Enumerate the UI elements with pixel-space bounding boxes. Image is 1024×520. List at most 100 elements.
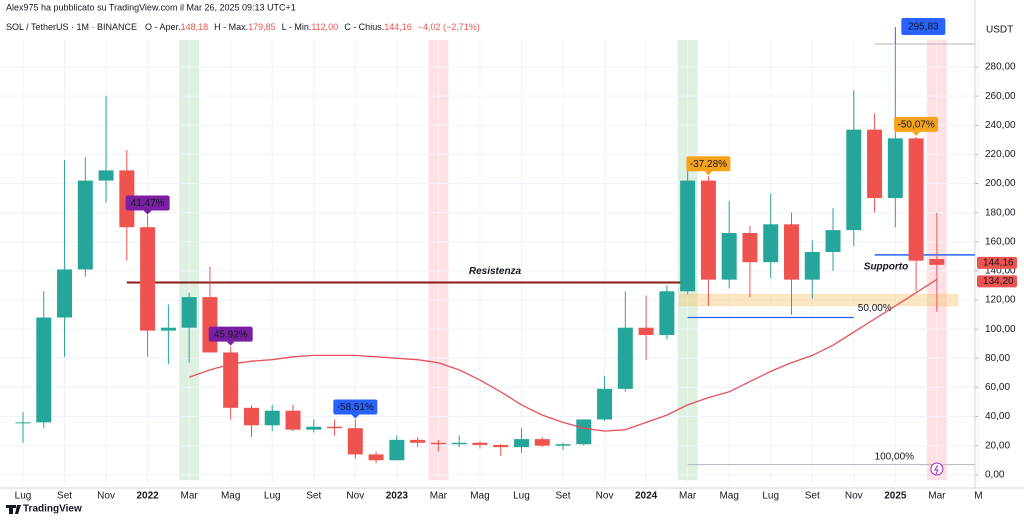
y-tick-label: 20,00 xyxy=(985,440,1010,451)
y-tick-label: 220,00 xyxy=(985,149,1016,160)
candle-body xyxy=(347,428,363,455)
support-zone xyxy=(679,293,959,307)
x-tick-label: M xyxy=(974,491,982,502)
header-high: 179,85 xyxy=(248,22,276,32)
change-label-pointer xyxy=(226,341,235,346)
candle-body xyxy=(700,180,716,280)
candle-body xyxy=(742,233,758,263)
candle-body xyxy=(98,170,114,181)
candle-body xyxy=(680,180,696,292)
x-tick-label: Lug xyxy=(15,491,32,502)
high-tag xyxy=(901,17,946,35)
header-close: 144,16 xyxy=(384,22,412,32)
candle-body xyxy=(181,297,197,328)
x-tick-label: Mar xyxy=(181,491,199,502)
candle-body xyxy=(721,233,737,280)
change-label: 41.47% xyxy=(131,198,165,209)
fib-label: 100,00% xyxy=(875,451,915,462)
logo xyxy=(6,505,21,514)
candle-body xyxy=(783,224,799,280)
change-label-box xyxy=(208,326,253,342)
y-tick-label: 80,00 xyxy=(985,353,1010,364)
candle-body xyxy=(867,129,883,199)
candle-body xyxy=(285,410,301,430)
candle-body xyxy=(410,439,426,443)
header-symbol: SOL / TetherUS · 1M · BINANCE xyxy=(6,22,137,32)
candle-body xyxy=(15,422,31,424)
y-tick-label: 200,00 xyxy=(985,178,1016,189)
candle-body xyxy=(160,327,176,331)
candle-body xyxy=(223,352,239,408)
event-icon xyxy=(930,462,944,476)
y-tick-label: 120,00 xyxy=(985,295,1016,306)
x-tick-label: Nov xyxy=(346,491,364,502)
candle-body xyxy=(576,419,592,445)
y-tick-label: 140,00 xyxy=(985,266,1016,277)
x-tick-label: Set xyxy=(805,491,820,502)
candle-body xyxy=(202,297,218,353)
y-tick-label: 160,00 xyxy=(985,236,1016,247)
change-label-box xyxy=(125,195,170,211)
candle-body xyxy=(327,426,343,429)
candle-body xyxy=(306,426,322,430)
x-tick-label: Nov xyxy=(97,491,115,502)
symbol-line: SOL / TetherUS · 1M · BINANCE O - Aper. 14… xyxy=(6,22,480,32)
currency: USDT xyxy=(986,25,1013,36)
x-tick-label: Lug xyxy=(264,491,281,502)
x-tick-label: Mag xyxy=(221,491,240,502)
x-tick-label: Mar xyxy=(679,491,697,502)
header-high-label: H - Max. xyxy=(214,22,248,32)
candle-body xyxy=(77,180,93,270)
y-tick-label: 0,00 xyxy=(985,469,1005,480)
change-label: -50,07% xyxy=(897,120,934,131)
support-label: Supporto xyxy=(864,262,908,273)
x-tick-label: Lug xyxy=(513,491,530,502)
y-tick-label: 280,00 xyxy=(985,62,1016,73)
candle-body xyxy=(534,439,550,446)
x-tick-label: Set xyxy=(556,491,571,502)
x-tick-label: 2025 xyxy=(884,491,907,502)
candle-body xyxy=(908,138,924,261)
y-tick-label: 40,00 xyxy=(985,411,1010,422)
candle-body xyxy=(929,258,945,265)
candle-body xyxy=(57,269,73,318)
change-label-pointer xyxy=(143,210,152,215)
y-tick-label: 260,00 xyxy=(985,91,1016,102)
y-tick-label: 240,00 xyxy=(985,120,1016,131)
header-low-label: L - Min. xyxy=(282,22,312,32)
x-tick-label: Mag xyxy=(470,491,489,502)
candle-body xyxy=(493,444,509,448)
price-tag-label: 134,20 xyxy=(983,276,1014,287)
candle-body xyxy=(243,407,259,426)
candle-body xyxy=(472,442,488,445)
candle-body xyxy=(555,444,571,446)
change-label: -37.28% xyxy=(690,159,727,170)
header-low: 112,00 xyxy=(311,22,338,32)
candle-body xyxy=(389,439,405,461)
candle-body xyxy=(638,327,654,335)
candle-body xyxy=(617,327,633,389)
footer: TradingView xyxy=(23,504,82,515)
candle-body xyxy=(140,227,156,331)
x-tick-label: Set xyxy=(57,491,72,502)
change-label-pointer xyxy=(351,414,360,419)
high-tag-label: 295,83 xyxy=(908,22,939,33)
x-tick-label: Nov xyxy=(596,491,614,502)
x-tick-label: Lug xyxy=(762,491,779,502)
price-tag xyxy=(977,256,1017,269)
x-tick-label: Mag xyxy=(719,491,738,502)
header-open-label: O - Aper. xyxy=(145,22,181,32)
resistance-label: Resistenza xyxy=(469,266,522,277)
candle-body xyxy=(36,317,52,423)
price-tag xyxy=(977,275,1017,288)
publisher: Alex975 ha pubblicato su TradingView.com… xyxy=(6,2,296,12)
change-label-box xyxy=(333,399,378,415)
candle-body xyxy=(763,224,779,263)
header-close-label: C - Chius. xyxy=(344,22,384,32)
x-tick-label: Mar xyxy=(928,491,946,502)
candle-body xyxy=(887,138,903,199)
y-tick-label: 60,00 xyxy=(985,382,1010,393)
y-tick-label: 180,00 xyxy=(985,207,1016,218)
candle-body xyxy=(430,442,446,445)
